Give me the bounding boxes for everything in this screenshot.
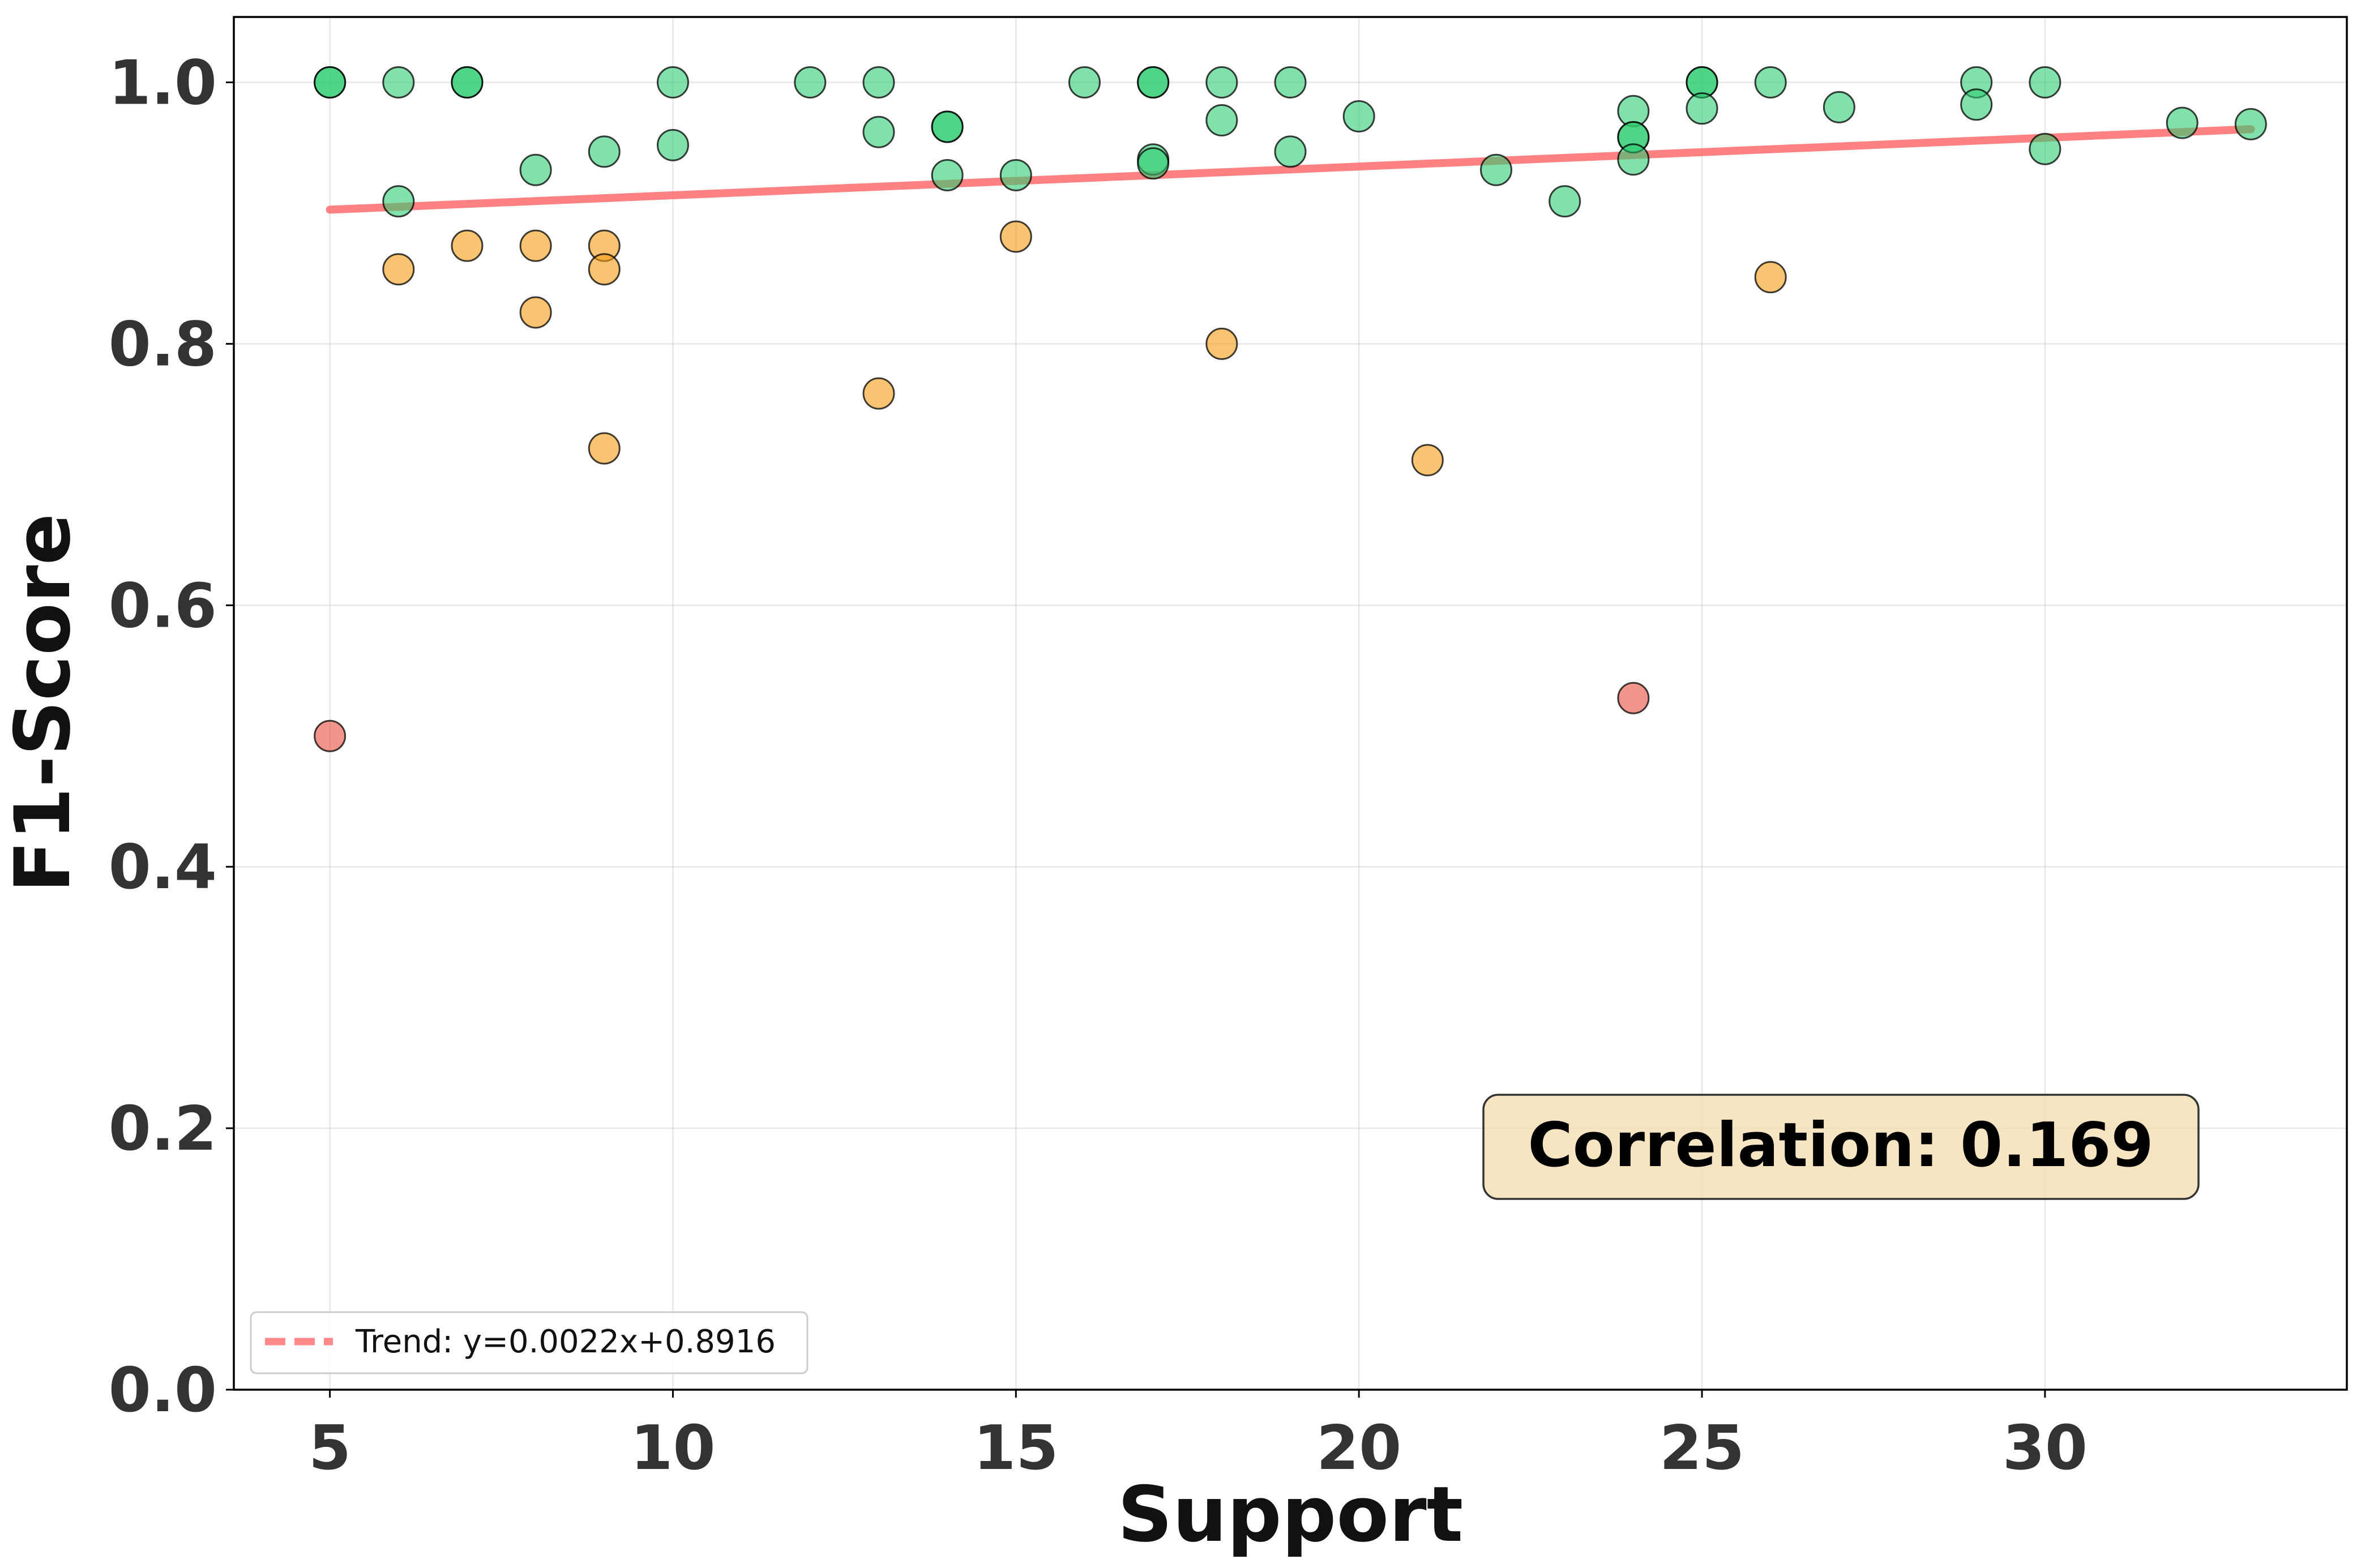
point-high [1480, 153, 1513, 186]
point-high [1137, 66, 1170, 98]
trend-line [326, 125, 2255, 214]
point-medium [1205, 327, 1238, 360]
correlation-box [1482, 1094, 2200, 1200]
x-axis-title: Support [1118, 1470, 1463, 1559]
point-high [1068, 66, 1101, 98]
point-medium [588, 253, 621, 286]
point-high [1960, 88, 1993, 121]
point-medium [999, 220, 1032, 253]
point-low [314, 719, 347, 752]
point-medium [519, 296, 552, 329]
correlation-annotation: Correlation: 0.169 [1482, 1094, 2200, 1200]
point-high [862, 66, 895, 98]
plot-frame [233, 16, 2348, 1391]
x-tick-label: 20 [1316, 1413, 1401, 1484]
point-high [1137, 147, 1170, 180]
x-tick-label: 15 [973, 1413, 1058, 1484]
x-tick-label: 10 [630, 1413, 715, 1484]
point-high [1549, 185, 1581, 218]
point-low [1617, 682, 1650, 714]
y-tick-label: 0.2 [109, 1094, 217, 1164]
point-high [656, 66, 689, 98]
point-high [588, 135, 621, 168]
x-tick-label: 25 [1659, 1413, 1744, 1484]
point-high [1342, 100, 1375, 133]
y-tick-label: 0.4 [109, 832, 217, 903]
y-tick-label: 0.0 [109, 1355, 217, 1426]
point-medium [519, 229, 552, 262]
point-high [999, 158, 1032, 191]
y-tick-label: 0.6 [109, 571, 217, 641]
point-high [1205, 66, 1238, 98]
point-high [451, 66, 484, 98]
point-high [1823, 91, 1855, 123]
legend-trend-label: Trend: y=0.0022x+0.8916 [355, 1323, 776, 1360]
x-tick-label: 30 [2003, 1413, 2088, 1484]
point-high [1754, 66, 1787, 98]
point-high [1617, 143, 1650, 176]
point-high [2029, 132, 2061, 165]
legend: Trend: y=0.0022x+0.8916 [250, 1311, 809, 1374]
point-high [862, 115, 895, 148]
point-high [1205, 104, 1238, 136]
point-high [1686, 92, 1718, 125]
point-high [382, 66, 415, 98]
point-high [931, 158, 964, 191]
y-axis-title: F1-Score [0, 513, 87, 893]
y-tick-label: 1.0 [109, 48, 217, 118]
point-high [519, 153, 552, 186]
data-points [314, 66, 2267, 752]
point-high [1274, 135, 1307, 168]
point-high [656, 128, 689, 161]
point-high [931, 110, 964, 143]
point-high [314, 66, 347, 98]
y-axis-ticks: 0.0 0.2 0.4 0.6 0.8 1.0 [109, 48, 234, 1426]
point-medium [1411, 444, 1444, 477]
point-medium [382, 253, 415, 286]
point-high [2166, 106, 2199, 139]
point-medium [862, 377, 895, 410]
correlation-label: Correlation: 0.169 [1528, 1110, 2153, 1181]
point-high [794, 66, 827, 98]
point-medium [1754, 261, 1787, 294]
point-high [382, 185, 415, 218]
x-axis-ticks: 5 10 15 20 25 30 [309, 1390, 2088, 1484]
point-medium [451, 229, 484, 262]
x-tick-label: 5 [309, 1413, 351, 1484]
point-high [2029, 66, 2061, 98]
y-tick-label: 0.8 [109, 309, 217, 380]
legend-box [250, 1311, 809, 1374]
point-high [2234, 108, 2267, 140]
point-high [1274, 66, 1307, 98]
point-medium [588, 432, 621, 465]
trend-line-group [326, 125, 2255, 214]
